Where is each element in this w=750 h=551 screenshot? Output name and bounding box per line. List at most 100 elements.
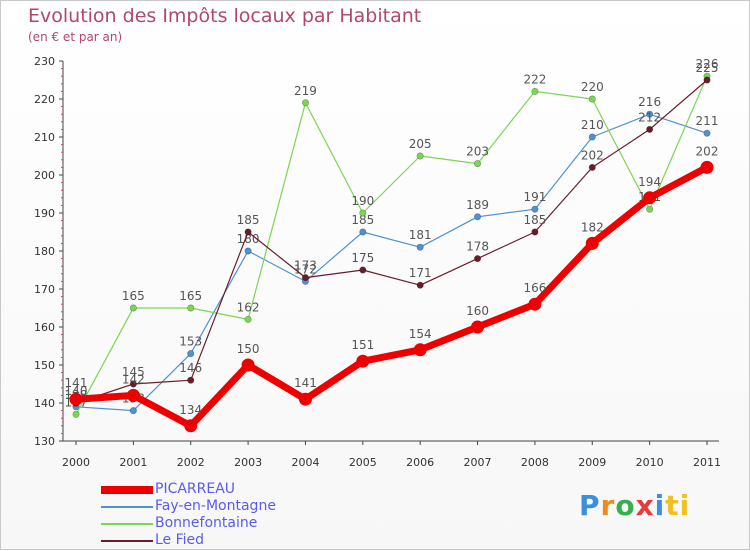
logo-letter: x xyxy=(635,489,655,522)
data-label-picarreau: 154 xyxy=(409,327,432,341)
legend-label-le-fied: Le Fied xyxy=(155,532,205,548)
data-point-fay-en-montagne xyxy=(703,129,711,137)
legend: PICARREAU Fay-en-Montagne Bonnefontaine … xyxy=(101,481,401,549)
series-line-le-fied xyxy=(75,79,708,404)
legend-item-bonnefontaine: Bonnefontaine xyxy=(101,515,401,532)
logo-letter: i xyxy=(654,489,666,522)
data-point-le-fied xyxy=(646,125,654,133)
data-label-bonnefontaine: 219 xyxy=(294,84,317,98)
data-label-bonnefontaine: 165 xyxy=(179,289,202,303)
data-point-bonnefontaine xyxy=(646,205,654,213)
data-label-picarreau: 151 xyxy=(351,338,374,352)
data-point-bonnefontaine xyxy=(301,99,309,107)
data-point-fay-en-montagne xyxy=(588,133,596,141)
data-label-bonnefontaine: 226 xyxy=(696,57,719,71)
data-label-fay-en-montagne: 211 xyxy=(696,114,719,128)
data-point-fay-en-montagne xyxy=(416,243,424,251)
data-point-bonnefontaine xyxy=(187,304,195,312)
y-tick-label: 150 xyxy=(34,359,55,372)
data-label-fay-en-montagne: 153 xyxy=(179,335,202,349)
data-label-le-fied: 146 xyxy=(179,361,202,375)
data-point-picarreau xyxy=(241,358,255,372)
data-point-le-fied xyxy=(359,266,367,274)
legend-item-fay-en-montagne: Fay-en-Montagne xyxy=(101,498,401,515)
data-label-fay-en-montagne: 181 xyxy=(409,228,432,242)
data-point-le-fied xyxy=(416,281,424,289)
data-point-fay-en-montagne xyxy=(359,228,367,236)
data-point-le-fied xyxy=(531,228,539,236)
data-label-le-fied: 175 xyxy=(351,251,374,265)
data-label-le-fied: 178 xyxy=(466,240,489,254)
data-label-picarreau: 134 xyxy=(179,403,202,417)
data-label-picarreau: 166 xyxy=(523,281,546,295)
data-label-bonnefontaine: 190 xyxy=(351,194,374,208)
data-point-fay-en-montagne xyxy=(244,247,252,255)
y-tick-label: 130 xyxy=(34,435,55,448)
y-tick-label: 220 xyxy=(34,93,55,106)
data-label-fay-en-montagne: 189 xyxy=(466,198,489,212)
data-point-picarreau xyxy=(528,297,542,311)
data-point-picarreau xyxy=(69,392,83,406)
series-line-picarreau xyxy=(72,163,711,430)
data-point-fay-en-montagne xyxy=(474,213,482,221)
data-point-picarreau xyxy=(643,191,657,205)
data-point-le-fied xyxy=(187,376,195,384)
logo-letter: P xyxy=(579,489,601,522)
data-label-le-fied: 145 xyxy=(122,365,145,379)
legend-label-bonnefontaine: Bonnefontaine xyxy=(155,515,258,531)
series-line-fay-en-montagne xyxy=(75,113,708,412)
data-point-le-fied xyxy=(301,274,309,282)
y-tick-label: 230 xyxy=(34,55,55,68)
legend-swatch-bonnefontaine xyxy=(101,523,153,525)
data-label-le-fied: 185 xyxy=(523,213,546,227)
legend-label-picarreau: PICARREAU xyxy=(155,481,236,497)
x-tick-label: 2009 xyxy=(578,456,606,469)
y-tick-label: 200 xyxy=(34,169,55,182)
data-point-le-fied xyxy=(474,255,482,263)
data-label-le-fied: 185 xyxy=(237,213,260,227)
data-point-picarreau xyxy=(700,160,714,174)
x-tick-label: 2005 xyxy=(349,456,377,469)
data-point-picarreau xyxy=(126,388,140,402)
x-tick-label: 2007 xyxy=(464,456,492,469)
y-tick-label: 180 xyxy=(34,245,55,258)
chart-subtitle: (en € et par an) xyxy=(28,30,123,44)
data-point-bonnefontaine xyxy=(244,315,252,323)
data-label-fay-en-montagne: 191 xyxy=(523,190,546,204)
data-label-picarreau: 150 xyxy=(237,342,260,356)
data-point-picarreau xyxy=(413,343,427,357)
series-line-bonnefontaine xyxy=(75,75,708,415)
data-label-le-fied: 140 xyxy=(65,384,88,398)
y-tick-label: 160 xyxy=(34,321,55,334)
data-label-bonnefontaine: 220 xyxy=(581,80,604,94)
data-label-le-fied: 212 xyxy=(638,110,661,124)
logo-letter: o xyxy=(615,489,636,522)
legend-swatch-picarreau xyxy=(101,486,153,494)
data-point-le-fied xyxy=(703,76,711,84)
data-label-fay-en-montagne: 185 xyxy=(351,213,374,227)
x-tick-label: 2001 xyxy=(119,456,147,469)
data-label-le-fied: 173 xyxy=(294,259,317,273)
data-point-le-fied xyxy=(244,228,252,236)
data-point-bonnefontaine xyxy=(72,410,80,418)
x-tick-label: 2002 xyxy=(177,456,205,469)
data-label-le-fied: 225 xyxy=(696,61,719,75)
data-point-bonnefontaine xyxy=(359,209,367,217)
x-tick-label: 2000 xyxy=(62,456,90,469)
x-tick-label: 2003 xyxy=(234,456,262,469)
data-label-bonnefontaine: 162 xyxy=(237,300,260,314)
chart-title: Evolution des Impôts locaux par Habitant xyxy=(28,5,422,27)
data-point-bonnefontaine xyxy=(588,95,596,103)
data-label-picarreau: 141 xyxy=(65,376,88,390)
y-tick-label: 190 xyxy=(34,207,55,220)
data-label-picarreau: 182 xyxy=(581,220,604,234)
data-label-le-fied: 171 xyxy=(409,266,432,280)
data-point-picarreau xyxy=(585,236,599,250)
data-point-le-fied xyxy=(588,163,596,171)
data-label-picarreau: 141 xyxy=(294,376,317,390)
legend-swatch-fay-en-montagne xyxy=(101,506,153,508)
data-point-le-fied xyxy=(129,380,137,388)
x-tick-label: 2008 xyxy=(521,456,549,469)
